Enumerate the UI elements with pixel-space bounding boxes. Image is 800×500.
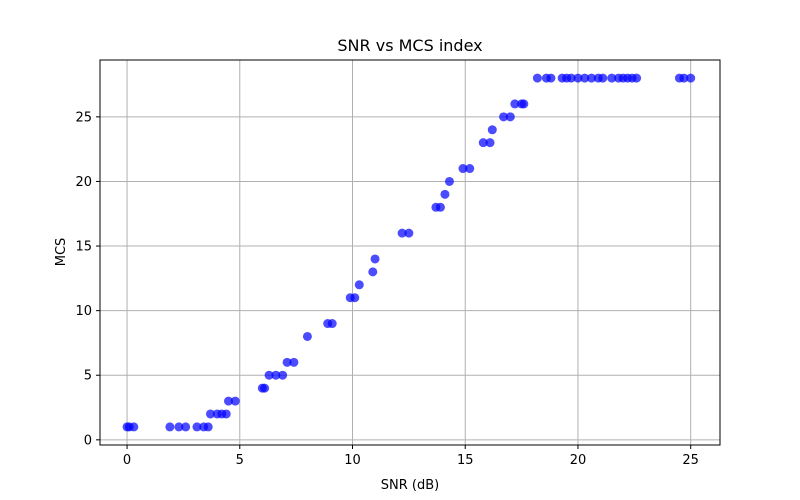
data-point: [230, 396, 240, 406]
data-point: [282, 357, 292, 367]
data-point: [174, 422, 184, 432]
data-point: [586, 73, 596, 83]
y-tick-label: 5: [84, 369, 92, 384]
data-point: [278, 370, 288, 380]
data-point: [404, 228, 414, 238]
data-point: [368, 267, 378, 277]
data-point: [397, 228, 407, 238]
data-point: [181, 422, 191, 432]
data-point: [458, 164, 468, 174]
data-point: [327, 319, 337, 329]
x-tick-label: 0: [123, 453, 131, 468]
data-point: [129, 422, 139, 432]
data-point: [485, 138, 495, 148]
data-point: [354, 280, 364, 290]
data-point: [580, 73, 590, 83]
data-point: [679, 73, 689, 83]
data-point: [289, 357, 299, 367]
y-tick-label: 25: [75, 110, 92, 125]
data-point: [510, 99, 520, 109]
data-point: [632, 73, 642, 83]
y-tick-label: 20: [75, 175, 92, 190]
data-point: [203, 422, 213, 432]
data-point: [546, 73, 556, 83]
plot-area-frame: [99, 59, 721, 446]
data-point: [221, 409, 231, 419]
y-axis-label: MCS: [54, 238, 69, 267]
grid-lines: [100, 60, 720, 445]
x-tick-label: 20: [570, 453, 587, 468]
y-tick-label: 10: [75, 304, 92, 319]
data-point: [566, 73, 576, 83]
data-point: [607, 73, 617, 83]
data-point: [573, 73, 583, 83]
axis-ticks: 0 5 10 15 20 25 0 5 10 15 20 25: [75, 110, 699, 468]
data-point: [465, 164, 475, 174]
data-point: [532, 73, 542, 83]
x-axis-label: SNR (dB): [381, 478, 439, 493]
data-point: [271, 370, 281, 380]
data-point: [192, 422, 202, 432]
data-point: [435, 202, 445, 212]
data-point: [370, 254, 380, 264]
x-tick-label: 25: [682, 453, 699, 468]
data-point: [519, 99, 529, 109]
y-tick-label: 0: [84, 433, 92, 448]
data-point: [686, 73, 696, 83]
data-point: [444, 176, 454, 186]
data-point: [302, 331, 312, 341]
data-point: [165, 422, 175, 432]
data-point: [598, 73, 608, 83]
data-point: [264, 370, 274, 380]
data-point: [505, 112, 515, 122]
data-point: [478, 138, 488, 148]
y-tick-label: 15: [75, 240, 92, 255]
x-tick-label: 5: [236, 453, 244, 468]
data-point: [205, 409, 215, 419]
x-tick-label: 10: [344, 453, 361, 468]
x-tick-label: 15: [457, 453, 474, 468]
data-point: [260, 383, 270, 393]
data-point: [499, 112, 509, 122]
data-point: [487, 125, 497, 135]
data-point: [350, 293, 360, 303]
chart-title: SNR vs MCS index: [337, 36, 482, 55]
data-points: [122, 73, 696, 432]
data-point: [224, 396, 234, 406]
data-point: [440, 189, 450, 199]
